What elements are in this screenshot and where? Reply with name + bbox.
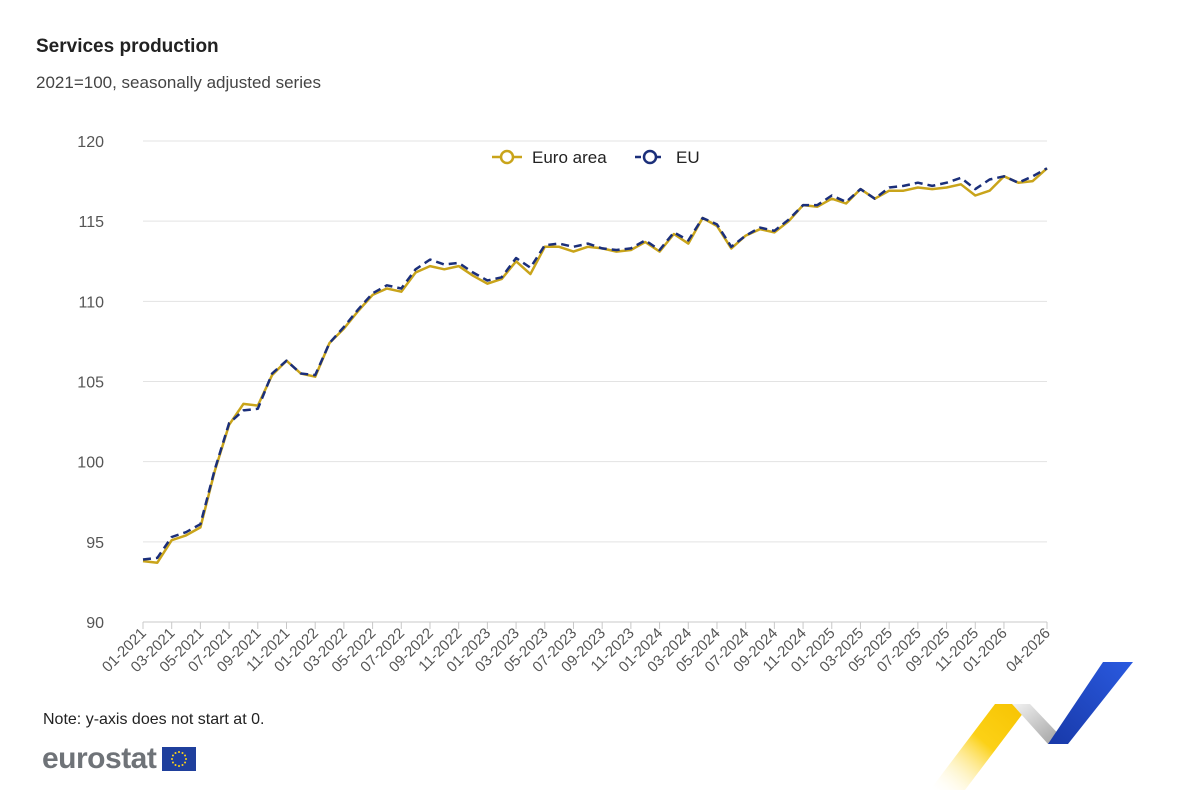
- series-line-eu[interactable]: [142, 167, 1048, 561]
- y-tick-label: 95: [86, 535, 104, 552]
- legend-item-eu-marker[interactable]: [642, 149, 658, 165]
- chart-subtitle: 2021=100, seasonally adjusted series: [36, 73, 321, 92]
- eurostat-logo[interactable]: eurostat: [42, 742, 197, 775]
- y-tick-label: 110: [78, 294, 104, 311]
- y-tick-label: 120: [77, 134, 104, 151]
- eurostat-wordmark: eurostat: [42, 742, 157, 775]
- y-tick-label: 115: [78, 214, 104, 231]
- eu-flag-icon: [162, 747, 197, 771]
- legend-item-euro-area-marker[interactable]: [499, 149, 515, 165]
- y-tick-label: 100: [77, 455, 104, 472]
- axis-note: Note: y-axis does not start at 0.: [43, 711, 265, 728]
- legend-item-euro-area-label[interactable]: Euro area: [532, 148, 607, 167]
- chart-title: Services production: [36, 36, 219, 57]
- legend-item-eu-label[interactable]: EU: [676, 148, 700, 167]
- y-tick-label: 105: [77, 375, 104, 392]
- y-tick-label: 90: [86, 615, 104, 632]
